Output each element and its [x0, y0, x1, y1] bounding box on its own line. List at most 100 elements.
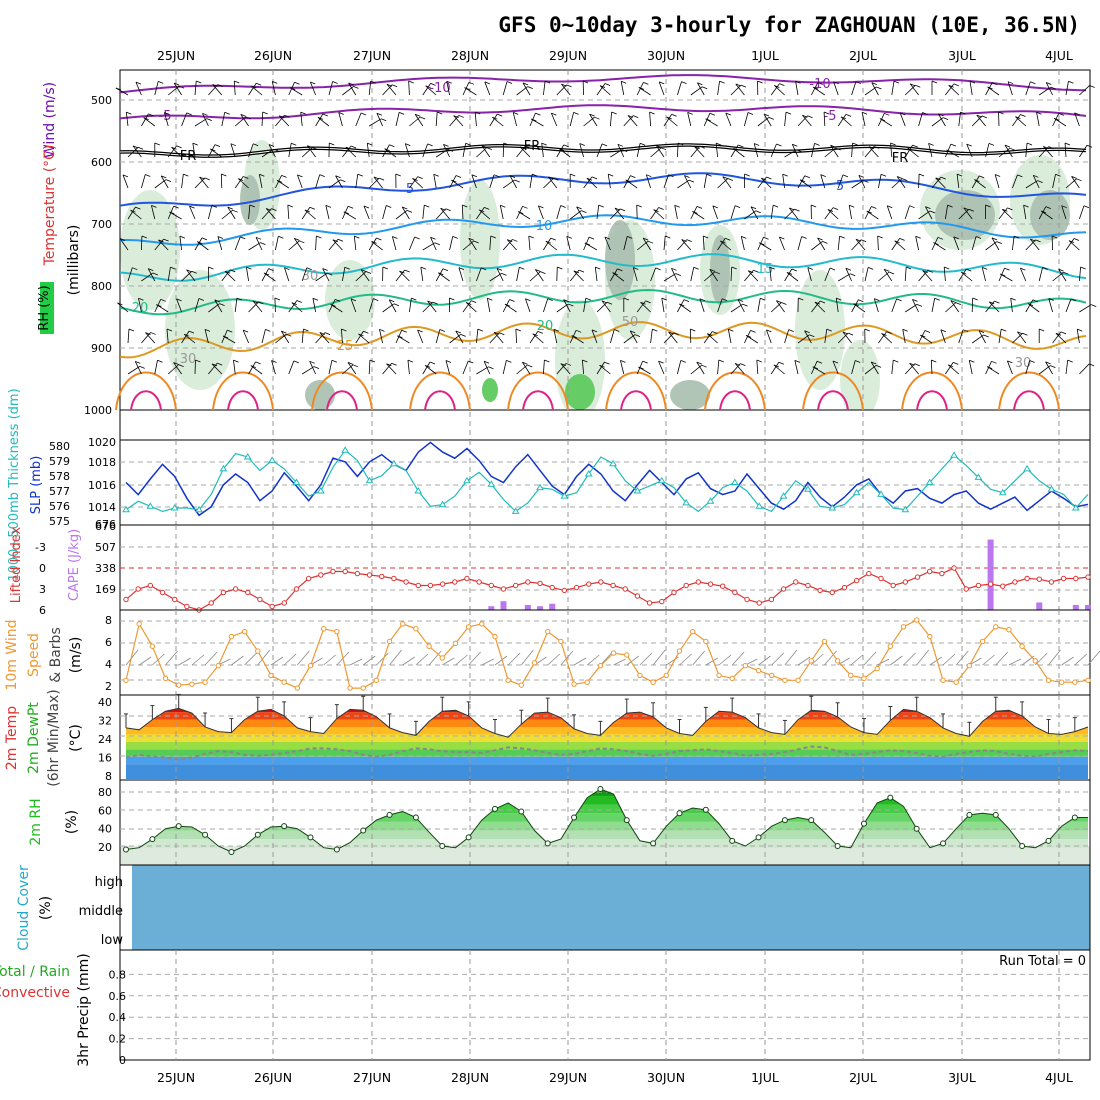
lifted-index-point	[305, 575, 312, 582]
wind-barb-flag	[727, 178, 733, 181]
cloud-level-label: low	[101, 933, 124, 948]
wind-barb-flag	[397, 335, 403, 339]
wind-barb	[382, 144, 390, 158]
rh-band	[126, 795, 1088, 805]
rh2m-point	[123, 846, 129, 853]
wind-barb-flag	[399, 111, 405, 115]
wind-barb	[210, 148, 223, 158]
wind-barb	[545, 240, 558, 251]
wind-barb-flag	[688, 179, 695, 183]
wind-barb	[258, 174, 263, 189]
wind10-point	[255, 648, 261, 654]
cloud-level-label: high	[95, 875, 123, 890]
wind10-barb	[415, 653, 429, 666]
wind-barb-flag	[386, 83, 393, 87]
wind-barb	[328, 81, 334, 96]
wind-barb-flag	[776, 143, 782, 147]
wind-barb	[476, 207, 485, 220]
temperature-contour	[119, 214, 1087, 246]
wind-barb-flag	[475, 111, 481, 115]
wind10-barb	[362, 655, 376, 666]
wind-barb	[141, 174, 146, 189]
wind-barb-flag	[585, 297, 591, 301]
wind-barb-flag	[946, 149, 952, 153]
wind-barb-flag	[253, 143, 259, 147]
wind-barb-flag	[617, 268, 623, 272]
wind-barb-flag	[376, 237, 382, 241]
wind-barb-flag	[420, 266, 427, 270]
wind-barb	[837, 236, 841, 251]
rh2m-units-label: (%)	[64, 810, 80, 834]
date-label-bottom: 27JUN	[353, 1070, 391, 1085]
wind-barb-flag	[211, 363, 218, 367]
wind-barb-flag	[649, 111, 655, 115]
wind-barb-flag	[606, 301, 613, 305]
wind-barb-flag	[709, 112, 716, 116]
wind-barb-flag	[1068, 80, 1074, 84]
lifted-index-point	[914, 574, 921, 580]
wind-barb	[194, 118, 208, 127]
wind-barb	[668, 331, 678, 344]
wind-barb	[1055, 332, 1067, 344]
wind-barb	[248, 242, 261, 251]
wind-barb-flag	[785, 111, 792, 115]
wind-barb-flag	[847, 332, 854, 336]
wind-barb-flag	[327, 272, 333, 276]
wind-barb	[953, 236, 960, 251]
rh2m-point	[755, 834, 762, 841]
wind-barb-flag	[906, 266, 912, 270]
wind-barb-flag	[481, 145, 487, 148]
wind-barb	[1065, 298, 1072, 313]
wind-barb-flag	[395, 173, 401, 177]
wind10-point	[663, 672, 670, 679]
wind-barb	[789, 207, 799, 220]
wind-barb-flag	[937, 236, 944, 240]
wind-barb	[891, 178, 903, 189]
wind-barb-flag	[836, 297, 842, 301]
wind-barb-flag	[547, 298, 553, 302]
wind-barb-flag	[1042, 267, 1048, 270]
wind-barb-flag	[419, 116, 426, 120]
wind-barb-flag	[306, 267, 312, 271]
wind-barb-flag	[931, 80, 938, 84]
wind-barb	[586, 177, 598, 189]
wind-barb-flag	[329, 142, 335, 146]
wind-barb	[409, 176, 418, 189]
wind-barb-flag	[382, 266, 388, 270]
wind10-point	[1019, 643, 1025, 649]
wind-barb	[248, 205, 251, 220]
wind-barb-flag	[792, 143, 798, 147]
wind-barb	[766, 329, 772, 344]
wind-barb-flag	[773, 364, 780, 368]
wind-barb	[395, 112, 400, 127]
wind10-barb	[626, 655, 640, 666]
wind-barb	[851, 360, 856, 375]
wind10-point	[189, 681, 195, 687]
wind-barb-flag	[634, 334, 641, 337]
wind-barb-flag	[246, 266, 252, 270]
wind-barb-flag	[1045, 206, 1051, 210]
wind-barb	[317, 117, 330, 127]
wind-barb	[650, 147, 662, 158]
wind-barb	[770, 362, 780, 375]
thickness-point	[463, 476, 471, 484]
wind-barb	[1065, 238, 1075, 251]
wind-barb	[355, 112, 362, 127]
wind-barb-flag	[217, 236, 224, 239]
wind-barb-flag	[192, 142, 198, 146]
lifted-index-point	[427, 582, 434, 589]
wind-barb	[455, 330, 464, 344]
wind-barb-flag	[1035, 239, 1041, 243]
wind-barb-flag	[438, 272, 444, 276]
wind-barb-flag	[804, 175, 810, 179]
wind-barb-flag	[627, 115, 634, 118]
wind10-speed-label: Speed	[26, 633, 42, 677]
wind-barb	[548, 176, 558, 189]
wind-barb	[427, 300, 437, 313]
wind-barb	[799, 179, 812, 189]
wind-barb-flag	[863, 180, 869, 183]
wind-barb-flag	[287, 204, 293, 208]
thickness-tick: 575	[49, 515, 70, 528]
